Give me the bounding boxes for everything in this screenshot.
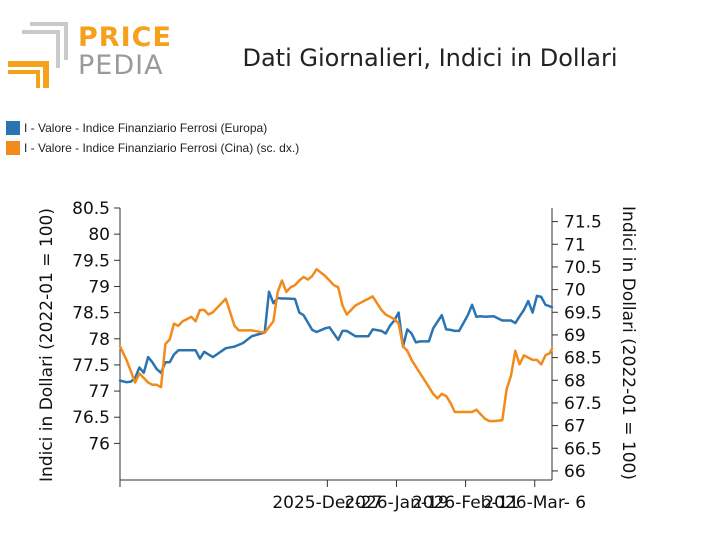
- series-line-europa: [118, 290, 554, 384]
- y-tick-label-left: 80.5: [72, 199, 110, 219]
- series-line-cina: [118, 267, 554, 423]
- y-tick-label-right: 71.5: [564, 213, 602, 233]
- y-tick-label-left: 79.5: [72, 251, 110, 271]
- y-tick-label-right: 71: [564, 235, 586, 255]
- y-tick-label-left: 76: [88, 434, 110, 454]
- legend-label-cina: I - Valore - Indice Finanziario Ferrosi …: [24, 141, 300, 155]
- legend: I - Valore - Indice Finanziario Ferrosi …: [6, 118, 299, 158]
- x-tick-label: 2026-Feb-11: [412, 493, 519, 513]
- y-tick-label-right: 66.5: [564, 439, 602, 459]
- chart-title: Dati Giornalieri, Indici in Dollari: [242, 44, 618, 72]
- y-tick-label-left: 78.5: [72, 304, 110, 324]
- y-tick-label-right: 67.5: [564, 394, 602, 414]
- y-axis-label-left: Indici in Dollari (2022-01 = 100): [37, 208, 57, 482]
- legend-item-cina[interactable]: I - Valore - Indice Finanziario Ferrosi …: [6, 138, 299, 158]
- legend-swatch-orange: [6, 141, 20, 155]
- y-tick-label-left: 79: [88, 277, 110, 297]
- pricepedia-logo: PRICE PEDIA: [8, 20, 171, 90]
- y-tick-label-left: 78: [88, 330, 110, 350]
- legend-label-europa: I - Valore - Indice Finanziario Ferrosi …: [24, 121, 268, 135]
- y-tick-label-right: 68: [564, 371, 586, 391]
- y-tick-label-right: 70: [564, 281, 586, 301]
- x-tick-label: 2025-Dec-27: [272, 493, 382, 513]
- series-lines: [118, 267, 554, 423]
- x-tick-label: 2026-Mar- 6: [483, 493, 586, 513]
- axes: 80.5 80 79.5 79 78.5 78 77.5 77 76.5 76 71.571 70.5…: [72, 199, 602, 513]
- y-tick-label-right: 69: [564, 326, 586, 346]
- y-tick-label-right: 67: [564, 417, 586, 437]
- y-tick-label-right: 66: [564, 462, 586, 482]
- legend-item-europa[interactable]: I - Valore - Indice Finanziario Ferrosi …: [6, 118, 299, 138]
- y-tick-label-right: 69.5: [564, 303, 602, 323]
- y-tick-label-left: 77.5: [72, 356, 110, 376]
- y-tick-label-left: 77: [88, 382, 110, 402]
- y-tick-label-left: 80: [88, 225, 110, 245]
- y-tick-label-right: 70.5: [564, 258, 602, 278]
- logo-mark-icon: [8, 22, 68, 88]
- y-axis-label-right: Indici in Dollari (2022-01 = 100): [618, 206, 638, 480]
- legend-swatch-blue: [6, 121, 20, 135]
- x-tick-label: 2026-Jan-19: [344, 493, 448, 513]
- logo-text-price: PRICE: [78, 22, 172, 53]
- logo-text-pedia: PEDIA: [78, 50, 164, 81]
- y-tick-label-left: 76.5: [72, 408, 110, 428]
- y-tick-label-right: 68.5: [564, 349, 602, 369]
